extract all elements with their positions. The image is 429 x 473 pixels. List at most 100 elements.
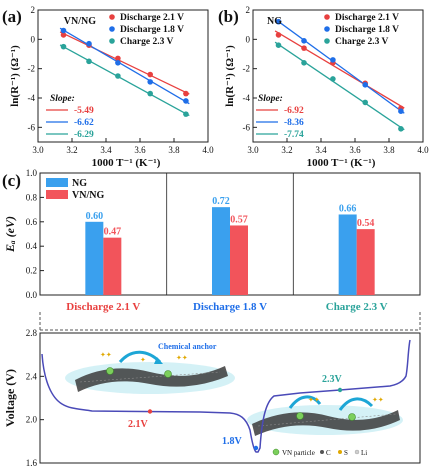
vn-particle-2 bbox=[164, 370, 172, 378]
bar-value-label: 0.66 bbox=[339, 203, 357, 214]
x-tick-label: 3.4 bbox=[315, 145, 327, 155]
vn-particle-3 bbox=[296, 412, 304, 420]
data-point-teal bbox=[60, 43, 67, 50]
y-tick-label: -6 bbox=[243, 122, 251, 132]
bar-value-label: 0.47 bbox=[104, 227, 122, 238]
key-lithium: Li bbox=[361, 449, 367, 457]
data-point-blue bbox=[60, 27, 67, 34]
bar-vn-ng bbox=[103, 237, 122, 295]
panel-b-chart: (b) -6 -4 -2 0 2 3.0 3.2 3.4 3.6 3.8 4.0 1000 T⁻¹… bbox=[218, 5, 429, 169]
key-vn-particle-icon bbox=[272, 448, 280, 456]
panel-a-tag: VN/NG bbox=[64, 16, 96, 27]
data-point-red bbox=[147, 71, 153, 78]
legend-swatch-ng bbox=[46, 178, 68, 187]
legend-label: NG bbox=[72, 178, 87, 189]
data-point-blue bbox=[362, 82, 369, 88]
data-point-blue bbox=[301, 38, 307, 44]
graphene-lattice-bottom bbox=[257, 413, 397, 427]
panel-c-label: (c) bbox=[2, 171, 21, 190]
data-point-red bbox=[301, 45, 307, 51]
legend-marker-blue bbox=[324, 26, 330, 32]
anchor-arrow-bottom-1 bbox=[288, 395, 322, 409]
data-point-teal bbox=[330, 76, 336, 82]
bar-ng bbox=[212, 207, 230, 295]
slope-value: -6.62 bbox=[74, 118, 94, 128]
slope-value: -8.36 bbox=[284, 118, 304, 128]
y-tick-label: 1.6 bbox=[26, 458, 38, 468]
graphene-sheet-bottom bbox=[252, 410, 400, 436]
legend-label: Charge 2.3 V bbox=[335, 37, 389, 47]
marker-2-1v bbox=[147, 409, 153, 414]
legend-marker-teal bbox=[109, 38, 115, 44]
chemical-anchor-label: Chemical anchor bbox=[158, 342, 217, 351]
data-point-teal bbox=[275, 42, 282, 48]
x-tick-label: 3.2 bbox=[281, 145, 292, 155]
data-point-teal bbox=[183, 111, 189, 117]
y-tick-label: 0.8 bbox=[26, 192, 38, 202]
y-tick-label: 2 bbox=[246, 5, 251, 15]
slope-value: -6.92 bbox=[284, 106, 304, 116]
x-tick-label: 3.8 bbox=[168, 145, 180, 155]
data-point-teal bbox=[398, 126, 404, 132]
panel-a-chart: (a) -6 -4 -2 0 2 3.0 3.2 3.4 3.6 3.8 4.0 1000 T⁻¹… bbox=[2, 5, 214, 169]
panel-a-ylabel: ln(R⁻¹) (Ω⁻¹) bbox=[9, 45, 21, 107]
bar-value-label: 0.57 bbox=[230, 214, 248, 225]
bar-ng bbox=[85, 221, 104, 295]
data-point-red bbox=[60, 32, 67, 38]
bar-value-label: 0.54 bbox=[357, 218, 375, 229]
legend-label: Discharge 1.8 V bbox=[335, 25, 399, 35]
y-tick-label: -4 bbox=[243, 93, 251, 103]
x-tick-label: 4.0 bbox=[202, 145, 214, 155]
panel-a-slope-title: Slope: bbox=[50, 94, 75, 104]
legend-label: Discharge 1.8 V bbox=[120, 25, 184, 35]
y-tick-label: 0 bbox=[31, 34, 36, 44]
marker-2-3v bbox=[337, 387, 343, 393]
legend-label: Discharge 2.1 V bbox=[335, 13, 399, 23]
panel-c-ylabel: Eₐ (eV) bbox=[3, 216, 17, 253]
fit-line-blue bbox=[274, 18, 405, 114]
y-tick-label: 0.4 bbox=[26, 241, 38, 251]
data-point-red bbox=[115, 55, 121, 62]
key-carbon-icon bbox=[320, 450, 324, 454]
data-point-red bbox=[183, 90, 189, 97]
legend-label: Charge 2.3 V bbox=[120, 37, 174, 47]
y-tick-label: 0 bbox=[246, 34, 251, 44]
fit-line-blue bbox=[59, 27, 190, 105]
vn-particle-1 bbox=[106, 367, 114, 375]
panel-a-xlabel: 1000 T⁻¹ (K⁻¹) bbox=[92, 157, 161, 169]
illustration-key: VN particle C S Li bbox=[272, 448, 367, 457]
y-tick-label: 0.0 bbox=[26, 290, 38, 300]
x-tick-label: 4.0 bbox=[417, 145, 429, 155]
vn-particle-4 bbox=[348, 413, 356, 421]
bar-vn-ng bbox=[356, 229, 375, 295]
key-sulfur-icon bbox=[338, 450, 342, 454]
y-tick-label: -4 bbox=[28, 93, 36, 103]
connector-lines bbox=[39, 312, 421, 331]
panel-c-chart: (c) 0.0 0.2 0.4 0.6 0.8 1.0 0.600.47 0.720.57 0… bbox=[2, 168, 421, 313]
key-sulfur: S bbox=[344, 449, 348, 457]
annotation-2-1v: 2.1V bbox=[128, 419, 149, 430]
y-tick-label: 1.0 bbox=[26, 168, 38, 178]
anchor-arrowhead-top bbox=[154, 357, 163, 364]
y-tick-label: 0.6 bbox=[26, 217, 38, 227]
legend-swatch-vn-ng bbox=[46, 190, 68, 199]
sulfur-cluster-5: ✦✦ bbox=[372, 396, 384, 404]
panel-b-label: (b) bbox=[218, 7, 239, 26]
voltage-ylabel: Voltage (V) bbox=[3, 369, 17, 427]
slope-value: -5.49 bbox=[74, 106, 94, 116]
fit-line-red bbox=[274, 30, 405, 109]
x-tick-label: 3.6 bbox=[349, 145, 361, 155]
category-label: Discharge 2.1 V bbox=[66, 301, 140, 313]
voltage-frame bbox=[39, 332, 421, 464]
data-point-blue bbox=[183, 98, 189, 104]
key-lithium-icon bbox=[354, 449, 360, 455]
panel-b-slope-title: Slope: bbox=[258, 94, 283, 104]
x-tick-label: 3.0 bbox=[247, 145, 259, 155]
key-carbon: C bbox=[326, 449, 331, 457]
x-tick-label: 3.6 bbox=[134, 145, 146, 155]
panel-b-frame bbox=[252, 9, 424, 143]
anchor-illustration-top: ✦✦ ✦✦ ✦ Chemical anchor bbox=[65, 342, 235, 394]
graphene-lattice-top bbox=[79, 371, 221, 383]
key-vn-particle: VN particle bbox=[282, 449, 315, 457]
panel-b-xlabel: 1000 T⁻¹ (K⁻¹) bbox=[307, 157, 376, 169]
